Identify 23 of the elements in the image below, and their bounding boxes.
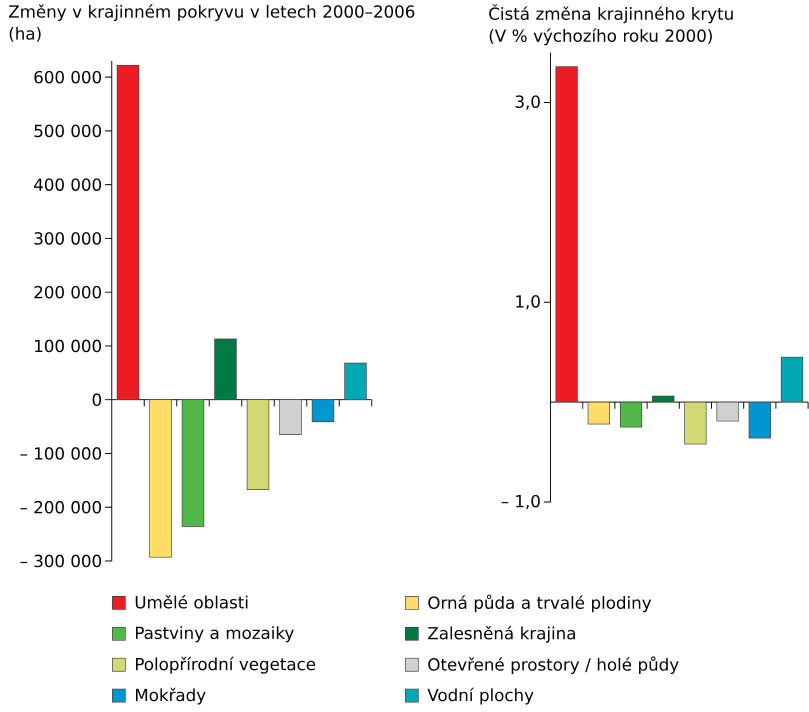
y-tick-label: – 100 000: [20, 447, 102, 460]
y-tick-label: 200 000: [34, 286, 102, 298]
y-tick-label: 100 000: [35, 340, 102, 352]
y-tick-label: 0: [92, 393, 102, 406]
legend-label: Otevřené prostory / holé půdy: [428, 656, 679, 674]
y-tick-label: – 200 000: [20, 500, 102, 514]
y-tick-label: 400 000: [34, 178, 102, 191]
legend-label: Umělé oblasti: [136, 595, 248, 609]
legend-label: Polopřírodní vegetace: [136, 656, 316, 674]
legend-label: Orná půda a trvalé plodiny: [428, 594, 652, 612]
legend-label: Zalesněná krajina: [428, 626, 575, 643]
y-tick-label: 600 000: [34, 70, 102, 84]
legend-label: Pastviny a mozaiky: [136, 626, 294, 642]
y-tick-label: 3,0: [516, 95, 540, 110]
chart-title: Změny v krajinném pokryvu v letech 2000–2006 (ha): [9, 4, 414, 42]
legend-label: Mokřady: [136, 688, 206, 705]
legend-label: Vodní plochy: [427, 688, 534, 705]
y-tick-label: 1,0: [516, 295, 540, 310]
y-tick-label: 500 000: [34, 124, 102, 138]
y-tick-label: – 1,0: [502, 494, 540, 510]
chart-title: Čistá změna krajinného krytu (V % výchozího roku 2000): [489, 4, 733, 46]
y-tick-label: 300 000: [34, 232, 102, 245]
y-tick-label: – 300 000: [20, 554, 102, 568]
